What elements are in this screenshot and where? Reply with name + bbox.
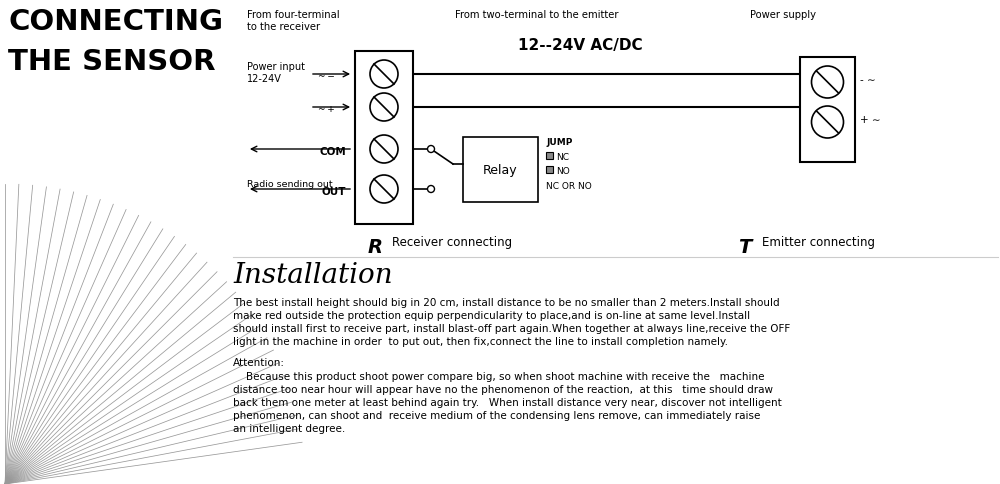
Bar	[355, 52, 413, 225]
Circle shape	[370, 94, 398, 122]
Circle shape	[812, 107, 844, 139]
Circle shape	[370, 176, 398, 204]
Circle shape	[812, 67, 844, 99]
Circle shape	[370, 61, 398, 89]
Text: JUMP: JUMP	[546, 138, 572, 147]
Bar	[800, 58, 855, 163]
Text: + ∼: + ∼	[860, 115, 881, 125]
Circle shape	[428, 186, 434, 193]
Text: Power supply: Power supply	[750, 10, 816, 20]
Text: Relay: Relay	[483, 164, 518, 177]
Text: T: T	[738, 238, 752, 257]
Text: Attention:: Attention:	[233, 357, 285, 367]
Text: make red outside the protection equip perpendicularity to place,and is on-line a: make red outside the protection equip pe…	[233, 310, 750, 320]
Text: Emitter connecting: Emitter connecting	[762, 236, 875, 248]
Bar	[546, 152, 553, 160]
Text: Because this product shoot power compare big, so when shoot machine with receive: Because this product shoot power compare…	[233, 371, 765, 381]
Text: 12--24V AC/DC: 12--24V AC/DC	[518, 38, 642, 53]
Text: light in the machine in order  to put out, then fix,connect the line to install : light in the machine in order to put out…	[233, 336, 728, 346]
Text: COM: COM	[319, 147, 346, 157]
Text: Power input
12-24V: Power input 12-24V	[247, 62, 305, 83]
Text: ~ +: ~ +	[318, 105, 335, 114]
Text: phenomenon, can shoot and  receive medium of the condensing lens remove, can imm: phenomenon, can shoot and receive medium…	[233, 410, 760, 420]
Text: back them one meter at least behind again try.   When install distance very near: back them one meter at least behind agai…	[233, 397, 782, 407]
Text: From two-terminal to the emitter: From two-terminal to the emitter	[455, 10, 618, 20]
Text: THE SENSOR: THE SENSOR	[8, 48, 216, 76]
Text: NC: NC	[556, 152, 569, 162]
Circle shape	[428, 146, 434, 153]
Text: distance too near hour will appear have no the phenomenon of the reaction,  at t: distance too near hour will appear have …	[233, 384, 773, 394]
Text: - ∼: - ∼	[860, 75, 876, 85]
Text: ~ −: ~ −	[318, 72, 335, 81]
Text: should install first to receive part, install blast-off part again.When together: should install first to receive part, in…	[233, 323, 790, 333]
Text: NO: NO	[556, 166, 570, 176]
Text: Installation: Installation	[233, 261, 393, 288]
Text: The best install height should big in 20 cm, install distance to be no smaller t: The best install height should big in 20…	[233, 297, 780, 307]
Bar	[546, 166, 553, 174]
Text: an intelligent degree.: an intelligent degree.	[233, 423, 345, 433]
Text: NC OR NO: NC OR NO	[546, 182, 592, 191]
Text: R: R	[368, 238, 382, 257]
Text: Receiver connecting: Receiver connecting	[392, 236, 512, 248]
Text: From four-terminal
to the receiver: From four-terminal to the receiver	[247, 10, 340, 31]
Text: CONNECTING: CONNECTING	[8, 8, 223, 36]
Text: Radio sending out: Radio sending out	[247, 180, 333, 189]
Circle shape	[370, 136, 398, 164]
Text: OUT: OUT	[322, 187, 346, 197]
Bar	[463, 138, 538, 203]
